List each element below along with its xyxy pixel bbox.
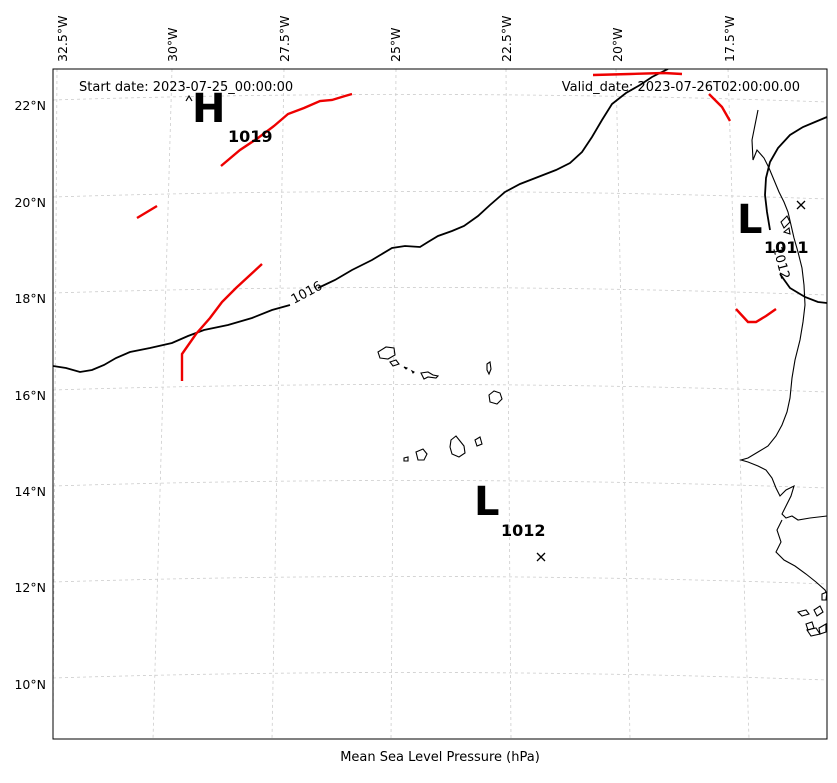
low-pressure-value: 1012 [501,521,546,540]
isobars [53,69,827,373]
front-segment [180,263,263,381]
lat-label: 22°N [14,98,46,113]
front-segment [735,308,777,324]
cape-verde-brava [403,456,409,462]
high-center-marker [185,94,193,102]
graticule [53,69,827,739]
isobar-1012 [764,116,827,304]
front-segment [708,93,732,122]
valid-date-label: Valid_date: 2023-07-26T02:00:00.00 [562,80,800,95]
map-frame [52,68,828,740]
low-center-marker [536,552,546,562]
lon-label: 27.5°W [277,16,292,62]
lon-label: 30°W [165,27,180,62]
pressure-centers: H 1019 L 1012 L 1011 [192,86,809,540]
low-pressure-symbol: L [474,479,500,525]
coastlines [377,109,827,637]
cape-verde-sal [486,361,492,376]
africa-coastline-2 [775,519,827,595]
low-center-marker [796,200,806,210]
front-segment [136,204,158,220]
longitude-labels: 32.5°W 30°W 27.5°W 25°W 22.5°W 20°W 17.5… [55,16,737,62]
lat-label: 16°N [14,388,46,403]
front-segment [592,71,683,77]
lon-label: 20°W [610,27,625,62]
lon-label: 32.5°W [55,16,70,62]
high-pressure-symbol: H [192,86,225,132]
lat-label: 12°N [14,580,46,595]
lat-label: 10°N [14,677,46,692]
lat-label: 18°N [14,291,46,306]
cape-verde-fogo [415,448,428,461]
lat-label: 14°N [14,484,46,499]
cape-verde-santiago [449,435,466,458]
front-segment [220,92,353,167]
low-pressure-value: 1011 [764,238,809,257]
fronts [136,71,777,381]
cape-verde-boa-vista [488,390,503,405]
isobar-label: 1016 [289,279,325,308]
lon-label: 25°W [388,27,403,62]
lon-label: 17.5°W [722,16,737,62]
map-caption: Mean Sea Level Pressure (hPa) [340,750,540,765]
guinea-islands [796,609,810,617]
high-pressure-value: 1019 [228,127,273,146]
lon-label: 22.5°W [499,16,514,62]
latitude-labels: 22°N 20°N 18°N 16°N 14°N 12°N 10°N [14,98,46,692]
center-markers [185,94,806,562]
cape-verde-santo-antao [377,346,396,360]
africa-coastline [738,109,827,521]
lat-label: 20°N [14,195,46,210]
isobar-1016 [53,69,669,373]
low-pressure-symbol: L [737,197,763,243]
cape-verde-sao-nicolau [420,371,440,380]
start-date-label: Start date: 2023-07-25_00:00:00 [79,80,293,95]
cape-verde-maio [474,436,483,447]
cape-verde-sao-vicente [389,359,400,367]
